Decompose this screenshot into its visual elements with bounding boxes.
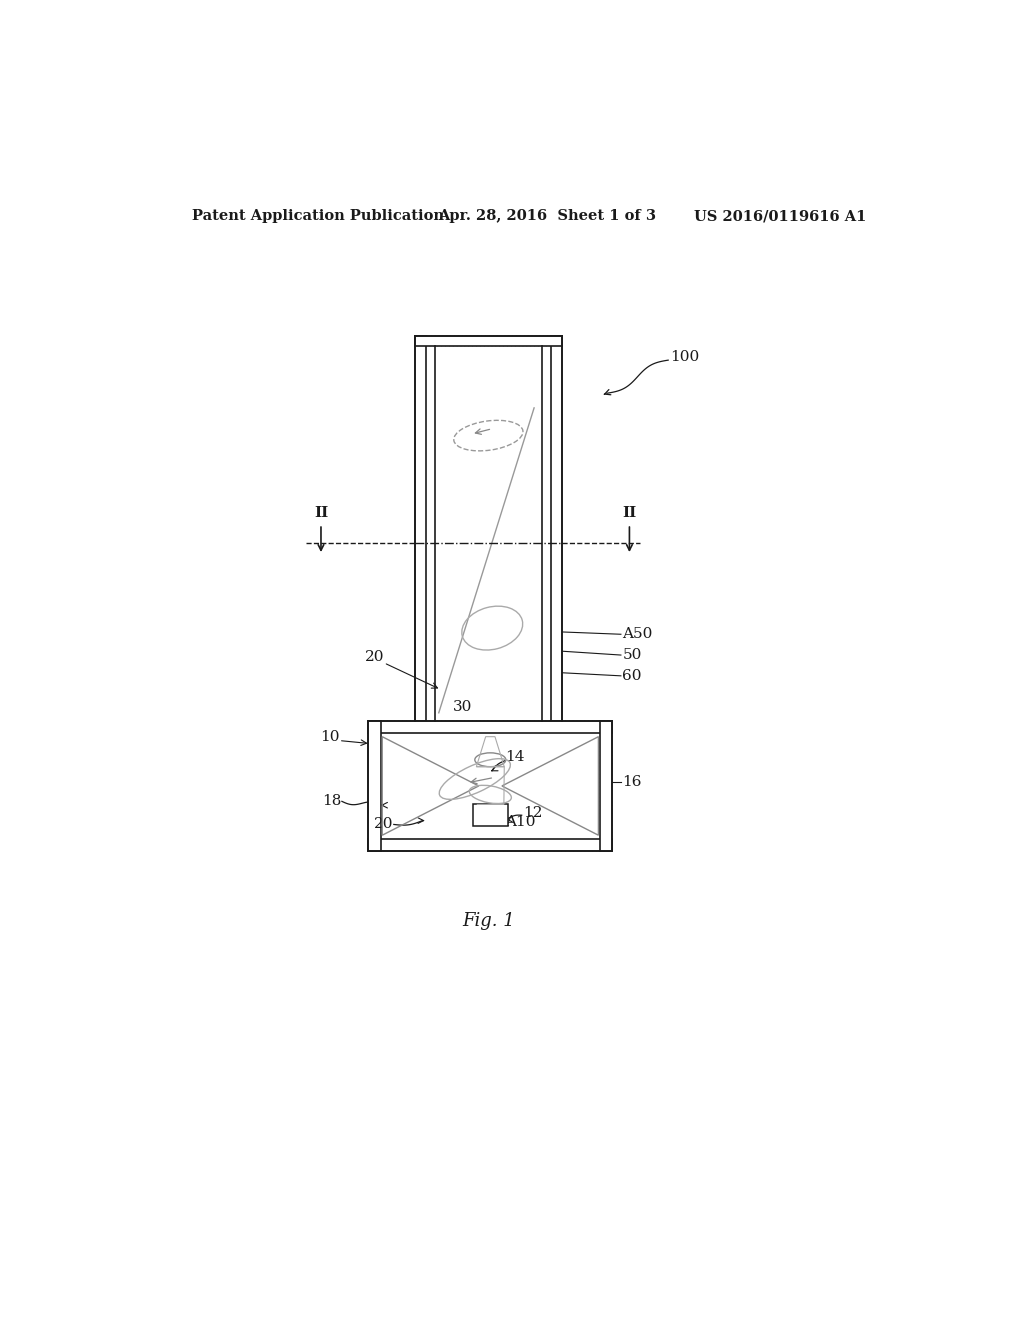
Bar bbox=[369, 721, 612, 733]
Text: II: II bbox=[313, 506, 328, 520]
Text: 12: 12 bbox=[523, 807, 543, 820]
Bar bbox=[369, 840, 612, 851]
Text: Fig. 1: Fig. 1 bbox=[462, 912, 515, 929]
Text: US 2016/0119616 A1: US 2016/0119616 A1 bbox=[693, 209, 866, 223]
Text: II: II bbox=[623, 506, 637, 520]
Text: 50: 50 bbox=[623, 648, 642, 663]
Bar bbox=[369, 721, 381, 851]
Text: 100: 100 bbox=[671, 350, 699, 364]
Text: Apr. 28, 2016  Sheet 1 of 3: Apr. 28, 2016 Sheet 1 of 3 bbox=[438, 209, 656, 223]
Text: Patent Application Publication: Patent Application Publication bbox=[191, 209, 443, 223]
Text: A10: A10 bbox=[506, 816, 536, 829]
Text: 30: 30 bbox=[453, 700, 472, 714]
Bar bbox=[415, 335, 426, 721]
Text: 18: 18 bbox=[323, 795, 342, 808]
Bar bbox=[551, 335, 562, 721]
Text: 60: 60 bbox=[623, 669, 642, 682]
Bar bbox=[473, 804, 508, 826]
Text: 16: 16 bbox=[623, 775, 642, 789]
Text: A50: A50 bbox=[623, 627, 653, 642]
Bar bbox=[600, 721, 612, 851]
Bar bbox=[369, 721, 612, 851]
Text: 10: 10 bbox=[319, 730, 339, 744]
Text: 20: 20 bbox=[374, 817, 393, 832]
Bar bbox=[415, 335, 562, 346]
Text: 14: 14 bbox=[506, 751, 525, 764]
Text: 20: 20 bbox=[365, 651, 384, 664]
